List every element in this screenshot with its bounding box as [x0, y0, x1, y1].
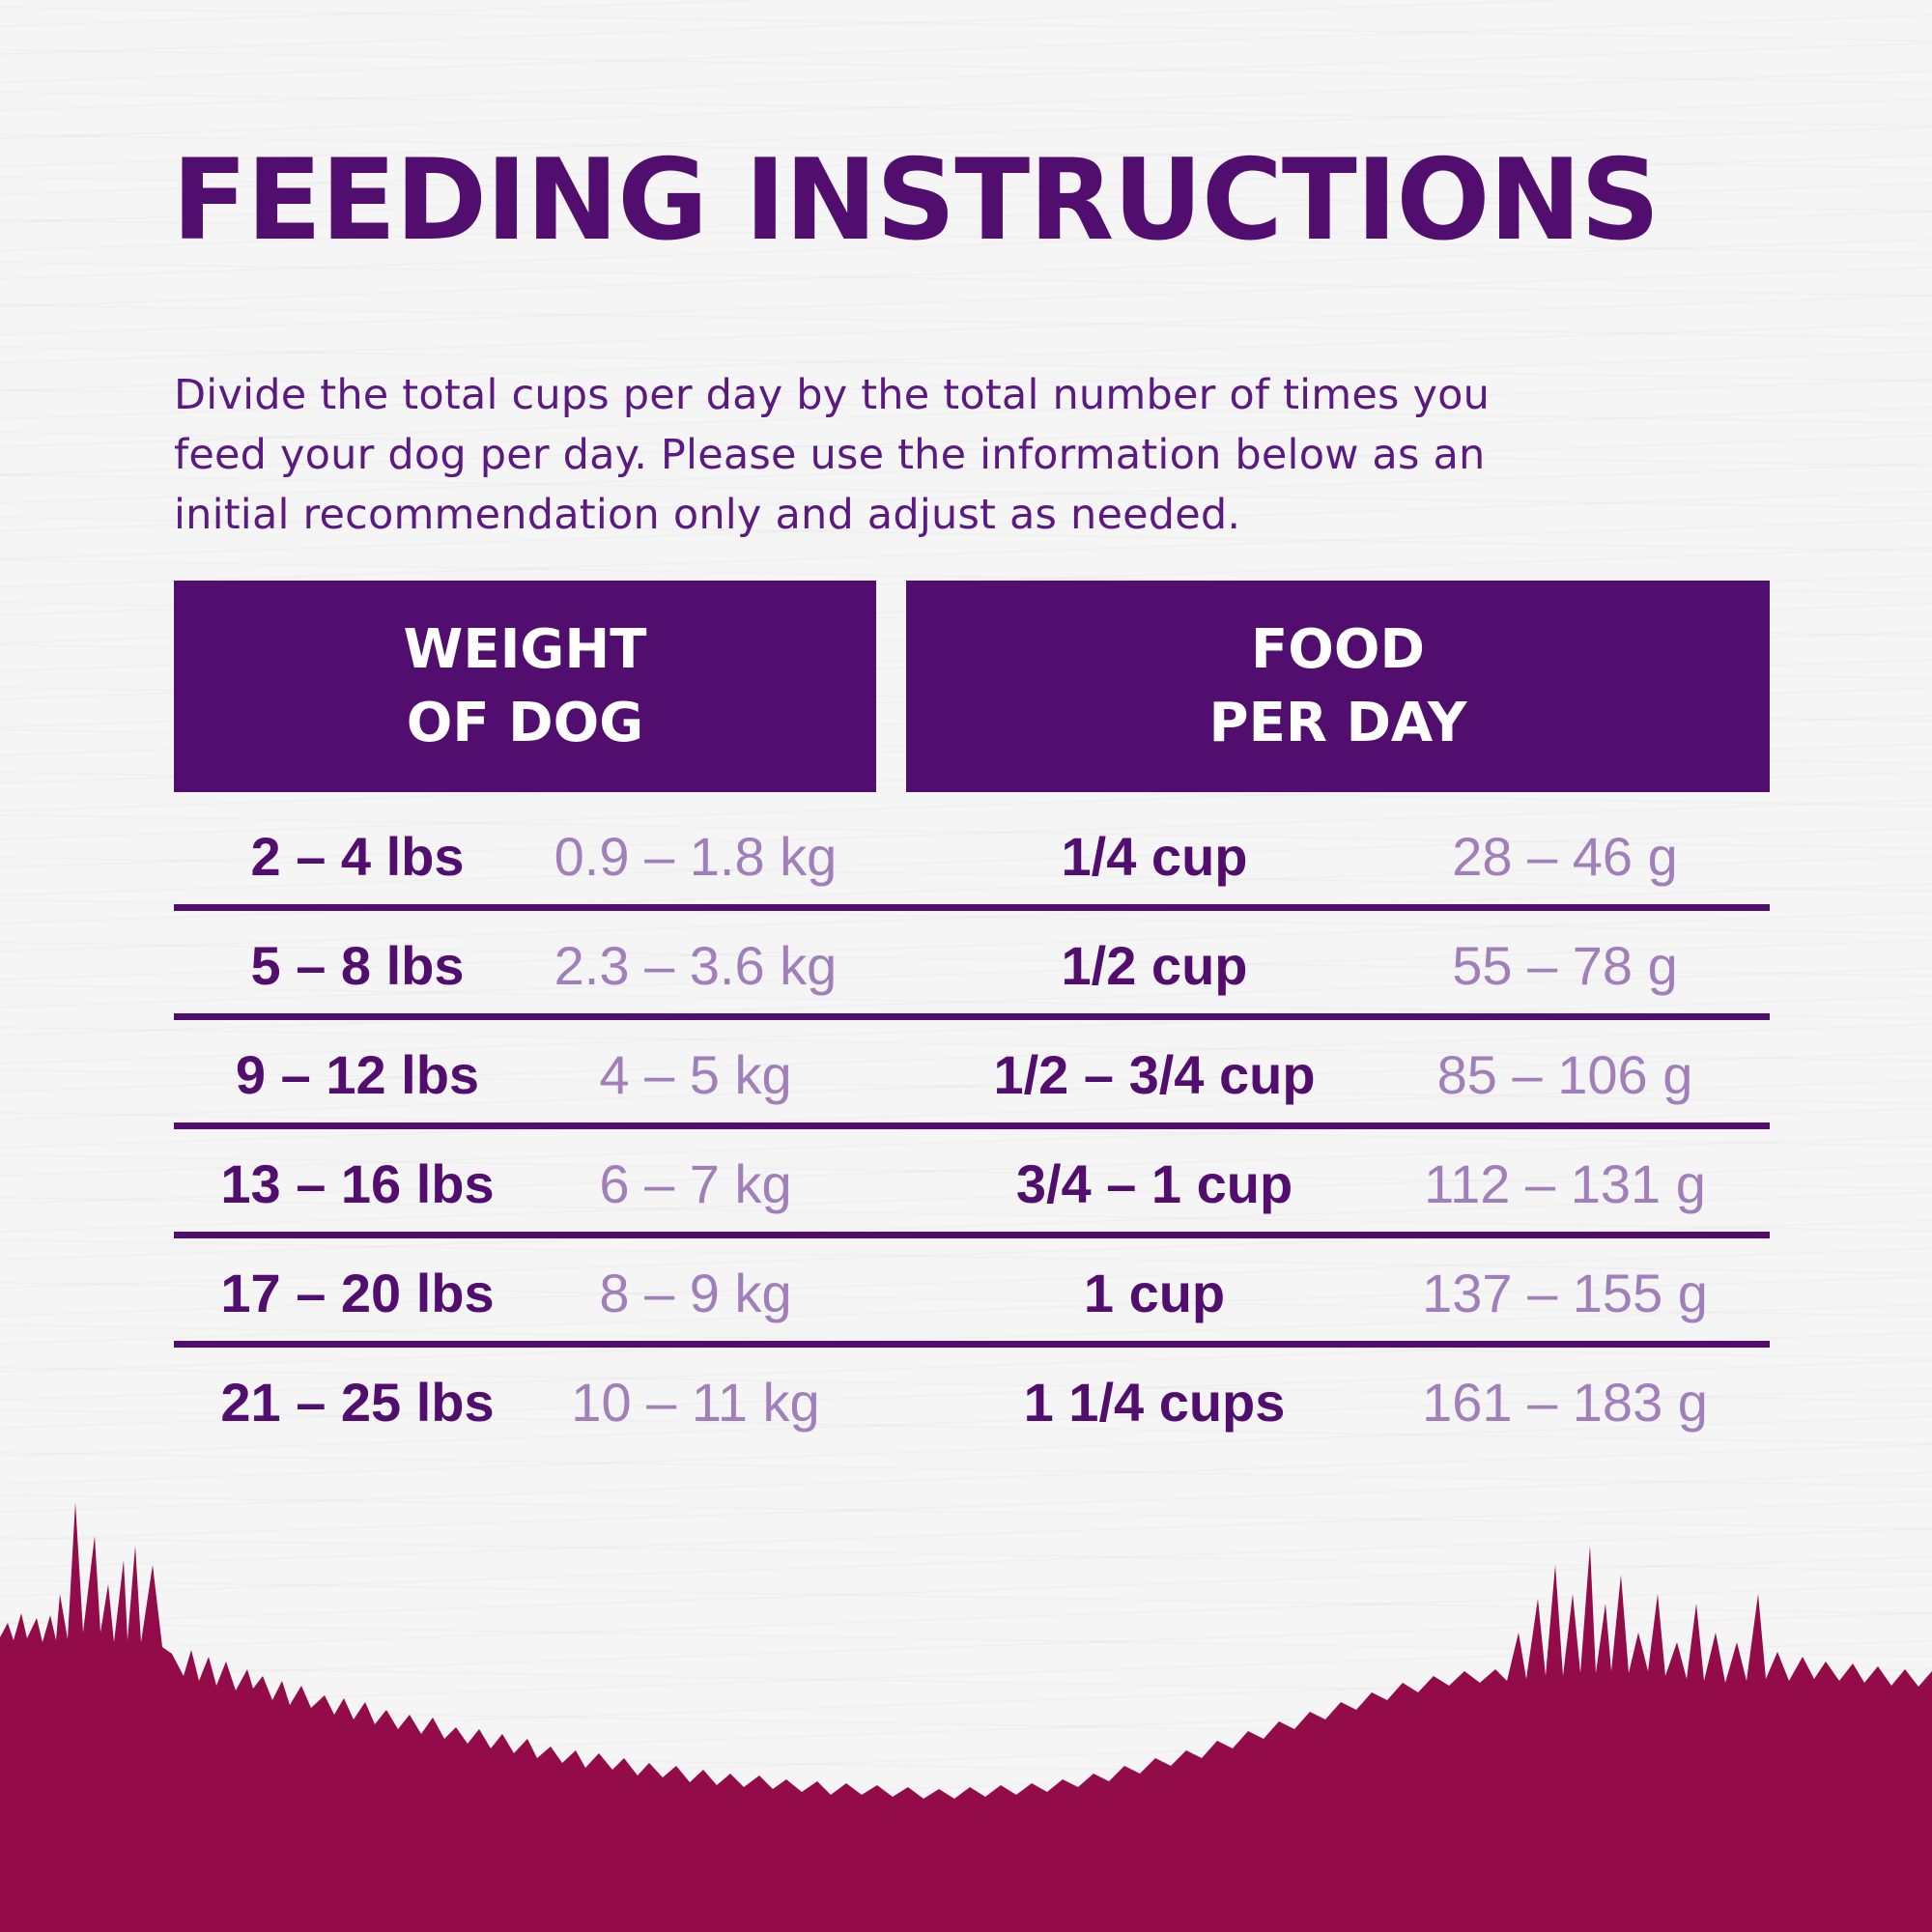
weight-kg: 0.9 – 1.8 kg	[554, 826, 838, 887]
header-weight-of-dog: WEIGHT OF DOG	[174, 581, 876, 792]
header-line: WEIGHT	[403, 617, 647, 681]
row-divider	[174, 904, 1770, 911]
food-grams: 85 – 106 g	[1436, 1044, 1693, 1105]
weight-kg: 6 – 7 kg	[599, 1153, 792, 1214]
weight-lbs: 5 – 8 lbs	[250, 935, 465, 996]
row-divider	[174, 1013, 1770, 1020]
weight-kg: 2.3 – 3.6 kg	[554, 935, 838, 996]
food-cups: 1 cup	[1083, 1263, 1226, 1323]
header-line: FOOD	[1251, 617, 1425, 681]
food-grams: 28 – 46 g	[1452, 826, 1678, 887]
header-line: OF DOG	[406, 691, 644, 754]
food-grams: 55 – 78 g	[1452, 935, 1678, 996]
row-divider	[174, 1232, 1770, 1238]
table-row: 21 – 25 lbs 10 – 11 kg 1 1/4 cups 161 – …	[174, 1348, 1770, 1457]
intro-line: feed your dog per day. Please use the in…	[174, 431, 1486, 479]
food-cups: 1/2 cup	[1061, 935, 1248, 996]
food-grams: 137 – 155 g	[1422, 1263, 1708, 1323]
page-title: FEEDING INSTRUCTIONS	[172, 135, 1660, 266]
food-grams: 112 – 131 g	[1424, 1153, 1706, 1214]
table-row: 5 – 8 lbs 2.3 – 3.6 kg 1/2 cup 55 – 78 g	[174, 911, 1770, 1020]
intro-paragraph: Divide the total cups per day by the tot…	[174, 365, 1797, 545]
weight-lbs: 2 – 4 lbs	[250, 826, 465, 887]
weight-lbs: 17 – 20 lbs	[220, 1263, 495, 1323]
header-food-per-day: FOOD PER DAY	[906, 581, 1770, 792]
weight-lbs: 21 – 25 lbs	[220, 1372, 495, 1433]
row-divider	[174, 1122, 1770, 1129]
food-cups: 1/2 – 3/4 cup	[993, 1044, 1316, 1105]
weight-lbs: 13 – 16 lbs	[220, 1153, 495, 1214]
table-row: 17 – 20 lbs 8 – 9 kg 1 cup 137 – 155 g	[174, 1238, 1770, 1348]
food-cups: 1/4 cup	[1061, 826, 1248, 887]
food-cups: 3/4 – 1 cup	[1015, 1153, 1293, 1214]
header-line: PER DAY	[1208, 691, 1467, 754]
table-row: 2 – 4 lbs 0.9 – 1.8 kg 1/4 cup 28 – 46 g	[174, 802, 1770, 911]
grass-silhouette-icon	[0, 1502, 1932, 1932]
weight-kg: 8 – 9 kg	[599, 1263, 792, 1323]
intro-line: initial recommendation only and adjust a…	[174, 491, 1241, 539]
weight-kg: 10 – 11 kg	[571, 1372, 820, 1433]
food-cups: 1 1/4 cups	[1023, 1372, 1286, 1433]
intro-line: Divide the total cups per day by the tot…	[174, 371, 1491, 419]
row-divider	[174, 1341, 1770, 1348]
table-row: 9 – 12 lbs 4 – 5 kg 1/2 – 3/4 cup 85 – 1…	[174, 1020, 1770, 1129]
food-grams: 161 – 183 g	[1422, 1372, 1708, 1433]
table-row: 13 – 16 lbs 6 – 7 kg 3/4 – 1 cup 112 – 1…	[174, 1129, 1770, 1238]
weight-lbs: 9 – 12 lbs	[235, 1044, 480, 1105]
weight-kg: 4 – 5 kg	[599, 1044, 792, 1105]
